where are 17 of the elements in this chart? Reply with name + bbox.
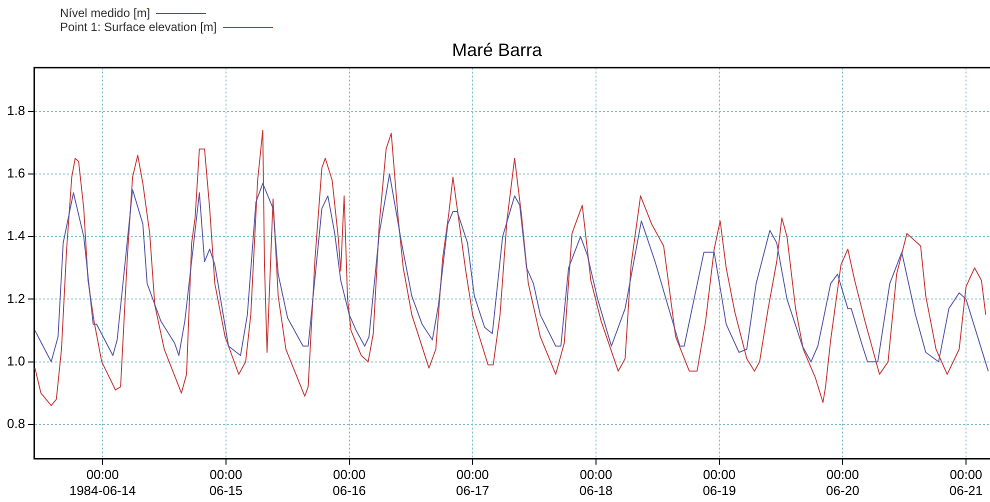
chart-title: Maré Barra: [452, 40, 543, 60]
y-tick-label: 1.4: [6, 228, 26, 244]
legend-label: Nível medido [m]: [60, 6, 150, 20]
x-tick-label: 00:00 06-16: [332, 467, 366, 498]
x-tick-label: 00:00 06-21: [949, 467, 983, 498]
y-tick-label: 1.6: [6, 166, 26, 181]
x-tick-label: 00:00 06-20: [826, 467, 860, 498]
x-tick-label: 00:00 06-17: [456, 467, 490, 498]
y-tick-label: 1.8: [6, 102, 26, 118]
y-tick-label: 1.0: [6, 353, 26, 368]
y-tick-label: 1.2: [6, 290, 26, 306]
legend-label: Point 1: Surface elevation [m]: [60, 20, 217, 34]
x-tick-label: 00:00 06-15: [209, 467, 243, 498]
y-tick-label: 0.8: [6, 416, 26, 431]
x-tick-label: 00:00 06-19: [702, 467, 736, 498]
x-tick-label: 00:00 1984-06-14: [69, 467, 136, 498]
x-tick-label: 00:00 06-18: [579, 467, 613, 498]
